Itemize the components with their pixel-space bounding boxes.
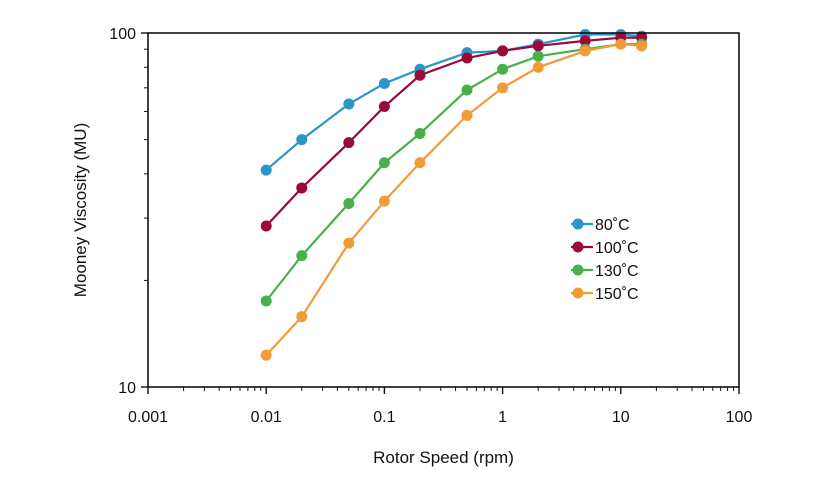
series-point-3 [579,45,591,57]
y-tick-label: 100 [109,26,136,43]
series-point-1 [260,220,272,232]
legend-marker [572,241,584,253]
x-tick-label: 1 [498,409,507,426]
series-point-1 [378,100,390,112]
series-point-3 [461,109,473,121]
series-point-2 [532,50,544,62]
y-tick-label: 10 [118,380,136,397]
series-point-1 [343,137,355,149]
series-point-1 [532,40,544,52]
legend-marker [572,264,584,276]
series-point-3 [414,157,426,169]
series-point-1 [497,45,509,57]
plot-marks [260,29,648,361]
legend-label: 150˚C [595,286,639,303]
series-point-3 [497,82,509,94]
series-point-2 [461,84,473,96]
axis-tick-labels: 0.001 0.01 0.1 1 10 100 10 100 [109,26,752,426]
x-tick-label: 0.001 [128,409,168,426]
series-point-1 [414,69,426,81]
series-point-0 [378,78,390,90]
legend-marker [572,287,584,299]
series-point-1 [579,35,591,47]
x-axis-label: Rotor Speed (rpm) [373,448,514,467]
series-point-1 [461,52,473,64]
series-point-2 [414,128,426,140]
series-point-2 [343,197,355,209]
legend-marker [572,218,584,230]
series-point-0 [296,134,308,146]
series-point-3 [532,61,544,73]
series-line-3 [265,43,642,356]
series-point-3 [260,349,272,361]
series-point-0 [343,98,355,110]
series-point-2 [497,63,509,75]
y-axis-label: Mooney Viscosity (MU) [71,123,90,297]
series-point-3 [378,195,390,207]
legend-label: 130˚C [595,263,639,280]
legend-label: 80˚C [595,217,630,234]
series-point-2 [296,250,308,262]
x-tick-label: 100 [726,409,753,426]
series-point-1 [296,182,308,194]
x-tick-label: 0.1 [373,409,395,426]
series-point-3 [636,40,648,52]
series-point-3 [343,237,355,249]
series-point-2 [378,157,390,169]
legend: 80˚C 100˚C 130˚C 150˚C [571,217,639,303]
x-tick-label: 10 [612,409,630,426]
x-tick-label: 0.01 [251,409,282,426]
series-line-1 [265,36,642,227]
series-point-0 [260,164,272,176]
series-point-2 [260,295,272,307]
series-point-3 [615,38,627,50]
axis-ticks [141,32,740,394]
plot-frame [147,32,740,388]
series-point-3 [296,311,308,323]
series-line-2 [265,43,642,302]
legend-label: 100˚C [595,240,639,257]
